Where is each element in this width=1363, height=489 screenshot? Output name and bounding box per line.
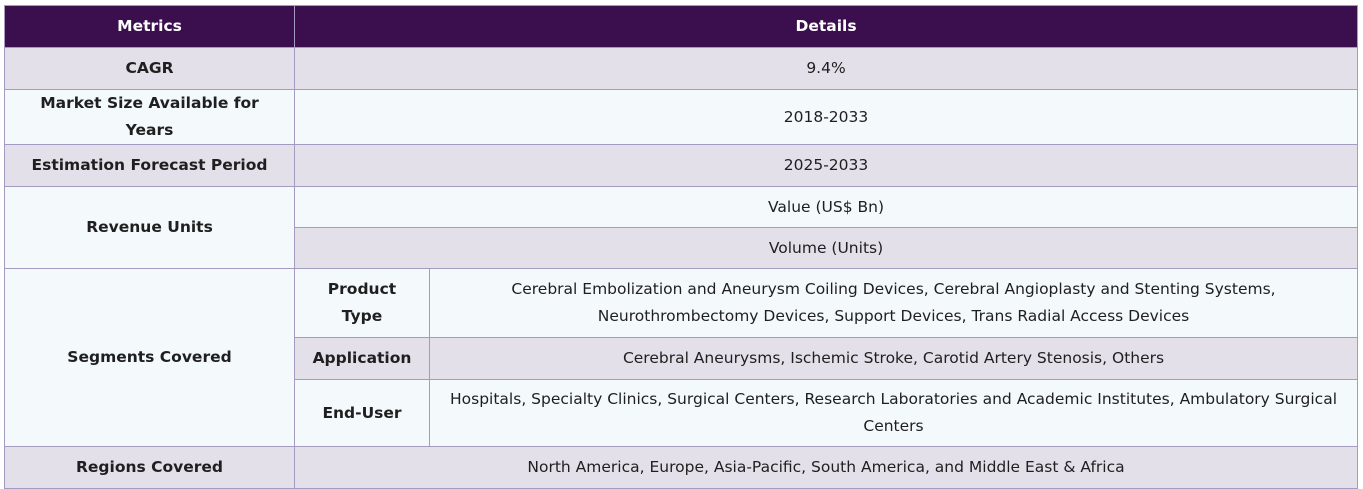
segment-value-product-type: Cerebral Embolization and Aneurysm Coili… bbox=[428, 268, 1359, 338]
metric-value-regions: North America, Europe, Asia-Pacific, Sou… bbox=[293, 446, 1359, 489]
metric-label-market-size: Market Size Available for Years bbox=[4, 89, 295, 145]
report-scope-table: Metrics Details CAGR 9.4% Market Size Av… bbox=[4, 5, 1359, 489]
metric-value-market-size: 2018-2033 bbox=[293, 89, 1359, 145]
metric-label-forecast: Estimation Forecast Period bbox=[4, 144, 295, 187]
segment-name-application: Application bbox=[294, 337, 430, 380]
metric-label-regions: Regions Covered bbox=[4, 446, 295, 489]
metric-label-segments: Segments Covered bbox=[4, 268, 295, 447]
metric-label-revenue-units: Revenue Units bbox=[4, 186, 295, 269]
table-row-cagr: CAGR 9.4% bbox=[4, 47, 1359, 90]
table-row-revenue-units-2: Volume (Units) bbox=[5, 227, 1359, 269]
header-metrics: Metrics bbox=[4, 5, 295, 48]
metric-label-cagr: CAGR bbox=[4, 47, 295, 90]
table-row-segment-application: Application Cerebral Aneurysms, Ischemic… bbox=[5, 337, 1359, 380]
metric-value-revenue-volume: Volume (Units) bbox=[293, 227, 1359, 269]
segment-name-end-user: End-User bbox=[294, 379, 430, 447]
table-row-revenue-units: Revenue Units Value (US$ Bn) bbox=[4, 186, 1359, 269]
metric-value-revenue-value: Value (US$ Bn) bbox=[293, 186, 1359, 228]
metric-value-cagr: 9.4% bbox=[293, 47, 1359, 90]
segment-name-product-type: Product Type bbox=[294, 268, 430, 338]
metric-value-forecast: 2025-2033 bbox=[293, 144, 1359, 187]
table-row-segment-end-user: End-User Hospitals, Specialty Clinics, S… bbox=[5, 379, 1359, 447]
segment-value-application: Cerebral Aneurysms, Ischemic Stroke, Car… bbox=[428, 337, 1359, 380]
header-details: Details bbox=[293, 5, 1359, 48]
table-row-forecast: Estimation Forecast Period 2025-2033 bbox=[4, 144, 1359, 187]
segment-value-end-user: Hospitals, Specialty Clinics, Surgical C… bbox=[428, 379, 1359, 447]
table-header-row: Metrics Details bbox=[4, 5, 1359, 48]
table-row-segment-product: Segments Covered Product Type Cerebral E… bbox=[4, 268, 1359, 447]
table-row-market-size: Market Size Available for Years 2018-203… bbox=[4, 89, 1359, 145]
table-row-regions: Regions Covered North America, Europe, A… bbox=[4, 446, 1359, 489]
